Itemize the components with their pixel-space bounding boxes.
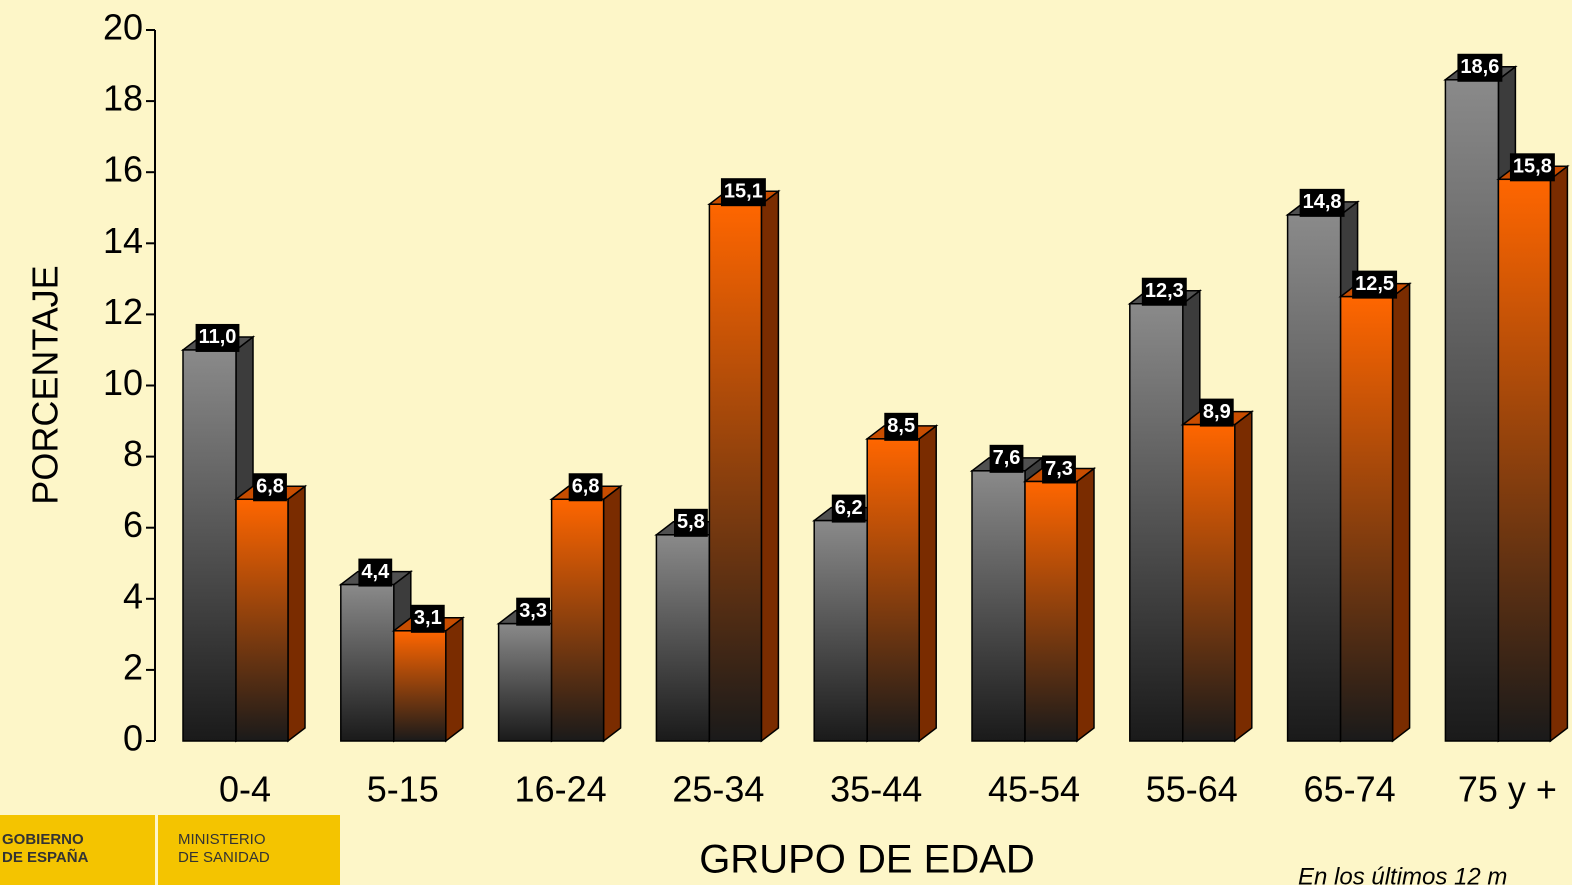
value-label-box [253,473,287,502]
value-label: 3,3 [519,600,547,622]
bar [1129,302,1184,742]
x-tick-label: 55-64 [1146,769,1238,810]
value-label: 3,1 [414,607,442,629]
x-tick-label: 65-74 [1304,769,1396,810]
bar [1339,295,1394,742]
y-tick-label: 12 [103,291,143,332]
bar [655,534,711,742]
bar [497,622,553,742]
y-tick-label: 4 [123,575,143,616]
bar [1182,423,1236,742]
x-tick-label: 35-44 [830,769,922,810]
x-tick-label: 45-54 [988,769,1080,810]
value-label-box [1457,53,1503,82]
bar [866,438,920,742]
bar-side [602,484,622,743]
x-tick-label: 5-15 [367,769,439,810]
value-label: 18,6 [1460,56,1499,78]
bar-side [445,616,464,743]
bar [393,630,447,742]
value-label-box [884,412,919,441]
value-label: 8,9 [1203,401,1231,423]
bar-side [760,189,780,743]
y-tick-label: 20 [103,7,143,48]
y-tick-label: 10 [103,362,143,403]
value-label-box [358,558,393,587]
bar [1444,79,1500,742]
y-tick-label: 14 [103,220,143,261]
bar [1024,480,1078,742]
y-tick-label: 18 [103,78,143,119]
value-label: 15,8 [1513,156,1552,178]
y-tick-label: 8 [123,433,143,474]
value-label: 14,8 [1303,191,1342,213]
bar-side [287,484,306,743]
bar [1286,214,1342,742]
value-label: 7,3 [1045,458,1073,480]
logo-text: MINISTERIO [178,831,266,848]
note: En los últimos 12 m [1298,863,1507,885]
value-label-box [1299,188,1345,217]
bar [971,470,1026,742]
value-label-box [1509,153,1555,182]
value-label: 6,2 [835,497,863,519]
logo-text: DE SANIDAD [178,849,270,866]
bar-side [1549,164,1569,743]
x-tick-label: 16-24 [515,769,607,810]
y-axis-title: PORCENTAJE [25,265,66,504]
y-tick-label: 0 [123,718,143,759]
value-label: 15,1 [724,180,763,202]
value-label: 11,0 [199,326,237,348]
value-label-box [831,494,866,523]
bar-side [1076,466,1095,743]
bar [1497,178,1552,742]
y-tick-label: 6 [123,504,143,545]
value-label: 6,8 [572,476,600,498]
value-label-box [1352,270,1398,299]
logo-box [0,815,155,885]
value-label: 12,5 [1355,273,1394,295]
bar [340,583,395,742]
value-label-box [1141,277,1187,306]
value-label-box [989,444,1024,473]
y-tick-label: 16 [103,149,143,190]
value-label: 12,3 [1145,280,1184,302]
value-label: 7,6 [993,447,1021,469]
x-tick-label: 25-34 [672,769,764,810]
value-label-box [673,508,708,537]
bar [182,349,237,742]
bar [813,519,868,742]
bar [708,203,763,742]
value-label-box [195,323,240,352]
bar-side [918,424,937,743]
value-label: 5,8 [677,511,705,533]
logo-text: DE ESPAÑA [2,848,89,866]
value-label-box [720,178,766,207]
x-tick-label: 75 y + [1458,769,1557,810]
y-tick-label: 2 [123,646,143,687]
bar [550,498,605,742]
value-label-box [410,604,445,633]
value-label-box [1199,398,1234,427]
logo-text: GOBIERNO [2,831,84,848]
value-label: 6,8 [256,476,284,498]
bar-side [1391,282,1411,743]
value-label-box [516,597,551,626]
value-label: 8,5 [887,415,915,437]
bar [235,498,289,742]
value-label-box [1042,455,1076,484]
logo-box [158,815,340,885]
x-axis-title: GRUPO DE EDAD [699,838,1035,882]
value-label-box [568,473,603,502]
x-tick-label: 0-4 [219,769,271,810]
bar-side [1234,410,1253,743]
value-label: 4,4 [361,561,390,583]
